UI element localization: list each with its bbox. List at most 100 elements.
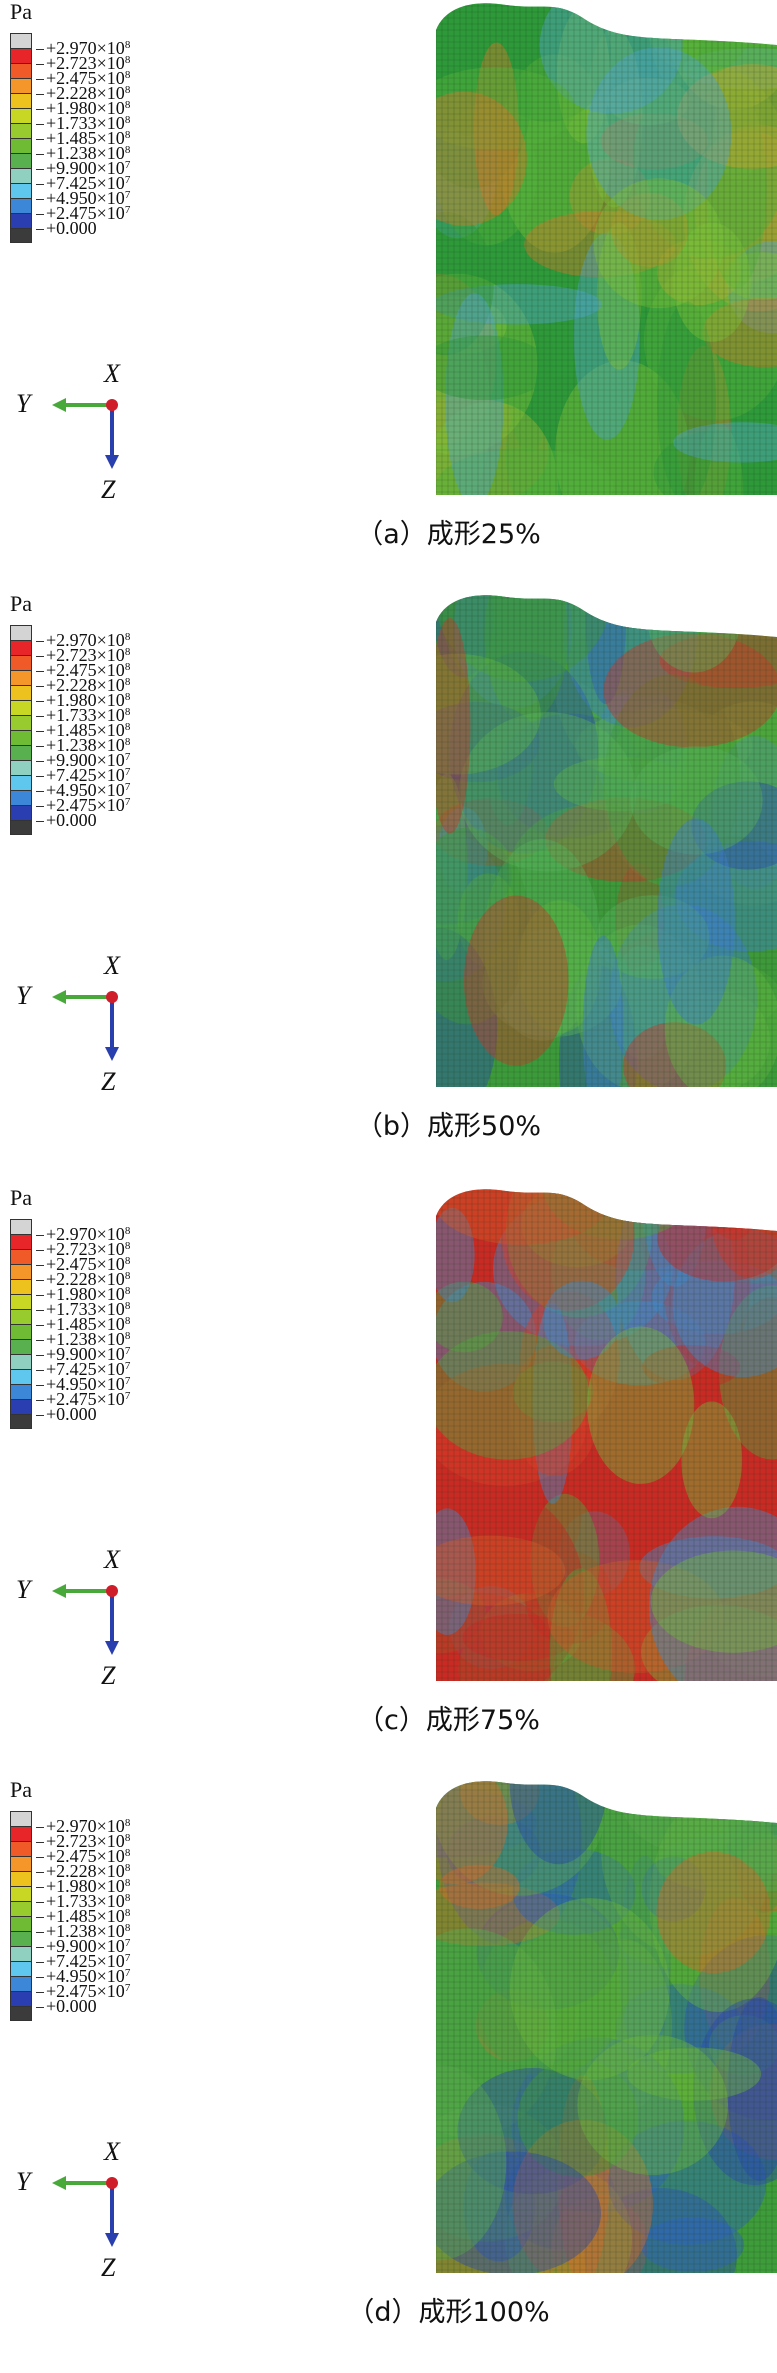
legend-labels: +2.970×108 +2.723×108 +2.475×108 +2.228×108… [36,1219,130,1423]
legend-label: +7.425×107 [36,1360,130,1378]
panel-caption: （b）成形50% [355,1111,542,1142]
legend-label: +9.900×107 [36,1345,130,1363]
legend-unit: Pa [10,1777,32,1802]
legend-label: +1.238×108 [36,1330,130,1348]
legend-label: +2.970×108 [36,1225,130,1243]
legend-swatch [10,1991,32,2006]
legend-color-bar [10,625,32,835]
legend-swatch [10,108,32,123]
legend-swatch [10,153,32,168]
axis-x-label: X [104,359,120,388]
panel-c: Pa +2.970×108 +2.723×108 +2.475×108 +2.228×… [0,1186,777,1779]
legend-swatch [10,1976,32,1991]
legend-swatch [10,1384,32,1399]
legend-label: +1.733×108 [36,706,130,724]
legend-swatch [10,2006,32,2021]
legend-label: +2.475×107 [36,1982,130,2000]
legend-swatch [10,805,32,820]
legend-label: +2.723×108 [36,1240,130,1258]
legend-swatch [10,1249,32,1264]
legend-label: +2.970×108 [36,631,130,649]
legend-label: +2.228×108 [36,84,130,102]
panel-d: Pa +2.970×108 +2.723×108 +2.475×108 +2.228×… [0,1778,777,2371]
legend-color-bar [10,1811,32,2021]
legend-swatch [10,78,32,93]
legend-label: +1.733×108 [36,1892,130,1910]
legend-label: +9.900×107 [36,1937,130,1955]
legend-label: +0.000 [36,811,130,829]
legend-label: +1.980×108 [36,1877,130,1895]
legend-swatch [10,1264,32,1279]
legend-swatch [10,1354,32,1369]
legend-label: +2.723×108 [36,646,130,664]
legend-swatch [10,1841,32,1856]
legend-label: +7.425×107 [36,766,130,784]
legend-label: +4.950×107 [36,189,130,207]
axis-triad: X Y Z [0,2133,150,2293]
legend-label: +2.228×108 [36,1270,130,1288]
axis-z-label: Z [101,2253,116,2282]
legend-swatch [10,1916,32,1931]
legend-swatch [10,760,32,775]
legend-swatch [10,198,32,213]
legend-label: +4.950×107 [36,1375,130,1393]
legend-swatch [10,1871,32,1886]
legend-swatch [10,1279,32,1294]
axis-y-label: Y [16,389,31,418]
axis-triad: X Y Z [0,947,150,1107]
legend-label: +7.425×107 [36,1952,130,1970]
legend-label: +2.228×108 [36,676,130,694]
stress-field-image [436,1781,777,2273]
legend-swatch [10,1901,32,1916]
legend-label: +2.475×108 [36,1847,130,1865]
legend-label: +2.475×108 [36,1255,130,1273]
axis-y-label: Y [16,2167,31,2196]
legend-swatch [10,1811,32,1826]
legend-swatch [10,640,32,655]
legend-swatch [10,48,32,63]
legend-label: +2.228×108 [36,1862,130,1880]
legend-swatch [10,715,32,730]
legend-swatch [10,138,32,153]
legend-swatch [10,228,32,243]
legend-label: +2.475×107 [36,796,130,814]
legend-swatch [10,1399,32,1414]
legend-swatch [10,1826,32,1841]
legend-label: +1.733×108 [36,1300,130,1318]
legend-color-bar [10,1219,32,1429]
legend-swatch [10,625,32,640]
legend-swatch [10,1886,32,1901]
panel-a: Pa +2.970×108 +2.723×108 +2.475×108 +2.228×… [0,0,777,593]
legend-unit: Pa [10,591,32,616]
legend-swatch [10,168,32,183]
legend-label: +7.425×107 [36,174,130,192]
legend-unit: Pa [10,0,32,24]
legend-swatch [10,700,32,715]
legend-label: +2.970×108 [36,1817,130,1835]
legend-color-bar [10,33,32,243]
legend-swatch [10,1234,32,1249]
axis-x-label: X [104,2137,120,2166]
axis-y-label: Y [16,1575,31,1604]
legend-label: +2.723×108 [36,1832,130,1850]
legend-label: +0.000 [36,1405,130,1423]
legend-swatch [10,1324,32,1339]
stress-field-image [436,3,777,495]
legend-swatch [10,1369,32,1384]
legend-label: +2.475×107 [36,1390,130,1408]
legend-label: +2.475×108 [36,661,130,679]
panel-caption: （d）成形100% [347,2297,550,2328]
legend-swatch [10,183,32,198]
legend-swatch [10,63,32,78]
legend-label: +2.475×108 [36,69,130,87]
panel-caption: （a）成形25% [356,519,541,550]
legend-label: +4.950×107 [36,781,130,799]
legend-swatch [10,1414,32,1429]
legend-swatch [10,1294,32,1309]
legend-label: +1.485×108 [36,1315,130,1333]
legend-label: +2.475×107 [36,204,130,222]
legend-label: +1.485×108 [36,129,130,147]
legend-swatch [10,685,32,700]
panel-b: Pa +2.970×108 +2.723×108 +2.475×108 +2.228×… [0,592,777,1185]
legend-unit: Pa [10,1185,32,1210]
